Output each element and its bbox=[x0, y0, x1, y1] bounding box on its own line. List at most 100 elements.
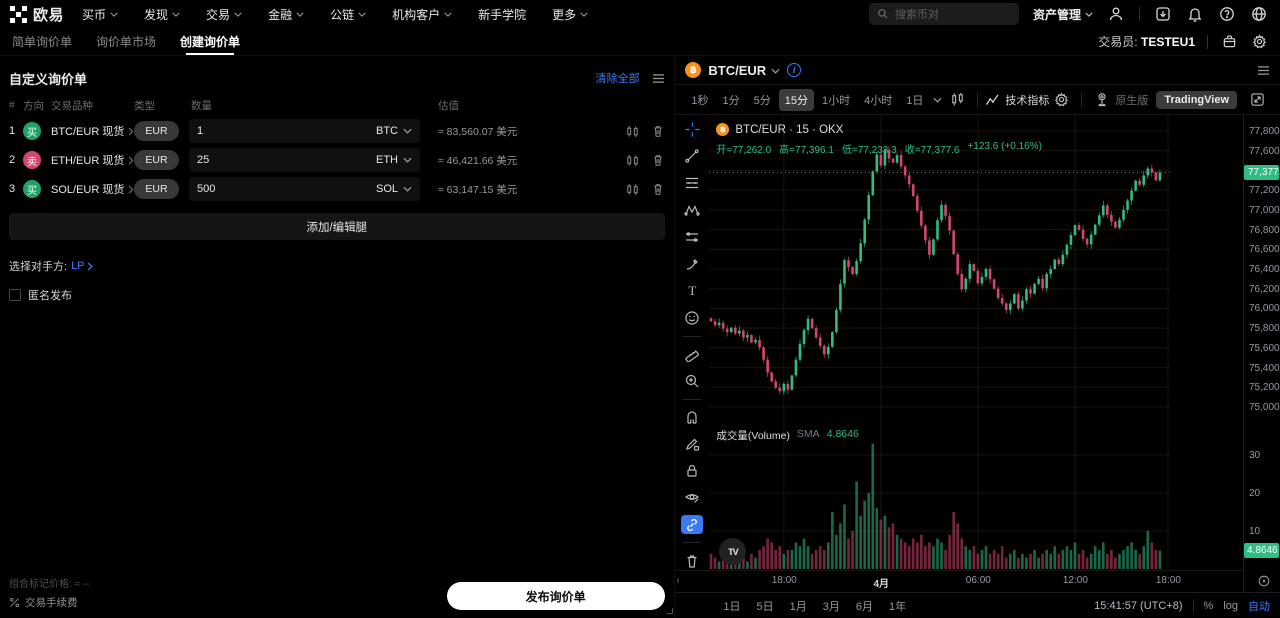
range-5日[interactable]: 5日 bbox=[756, 600, 774, 613]
currency-dropdown[interactable]: ETH bbox=[376, 154, 412, 166]
log-scale-button[interactable]: log bbox=[1223, 599, 1238, 612]
notifications-icon[interactable] bbox=[1186, 5, 1204, 23]
nav-item[interactable]: 交易 bbox=[206, 6, 242, 23]
delete-leg-icon[interactable] bbox=[651, 182, 665, 196]
fullscreen-icon[interactable] bbox=[1250, 92, 1265, 107]
nav-item[interactable]: 新手学院 bbox=[478, 7, 527, 22]
publish-rfq-button[interactable]: 发布询价单 bbox=[446, 582, 665, 610]
timeframe-1日[interactable]: 1日 bbox=[906, 94, 924, 107]
nav-item[interactable]: 发现 bbox=[144, 6, 180, 23]
pair-selector[interactable]: SOL/EUR 现货 bbox=[51, 181, 134, 197]
tab-询价单市场[interactable]: 询价单市场 bbox=[96, 35, 157, 49]
candlestick-chart[interactable] bbox=[709, 115, 1171, 570]
text-tool[interactable]: T bbox=[688, 283, 697, 299]
timeframe-1秒[interactable]: 1秒 bbox=[691, 94, 709, 107]
chart-candles-icon[interactable] bbox=[625, 124, 640, 139]
pair-selector[interactable]: ETH/EUR 现货 bbox=[51, 152, 134, 168]
snapshot-icon[interactable] bbox=[1094, 92, 1110, 107]
anonymous-checkbox[interactable] bbox=[9, 289, 21, 301]
range-3月[interactable]: 3月 bbox=[822, 600, 840, 613]
clear-all-link[interactable]: 清除全部 bbox=[595, 73, 640, 85]
remove-drawings-tool[interactable] bbox=[681, 551, 703, 570]
timeframe-1小时[interactable]: 1小时 bbox=[822, 94, 851, 107]
auto-scale-button[interactable]: 自动 bbox=[1248, 600, 1270, 613]
pattern-tool[interactable] bbox=[681, 201, 703, 220]
timeframe-1分[interactable]: 1分 bbox=[722, 94, 740, 107]
tab-简单询价单[interactable]: 简单询价单 bbox=[12, 35, 73, 49]
help-icon[interactable] bbox=[1218, 5, 1236, 23]
clock[interactable]: 15:41:57 (UTC+8) bbox=[1094, 599, 1183, 612]
zoom-in-tool[interactable] bbox=[681, 372, 703, 391]
orders-box-icon[interactable] bbox=[1220, 33, 1238, 51]
chart-menu-icon[interactable] bbox=[1257, 65, 1270, 76]
chart-settings-icon[interactable] bbox=[1054, 92, 1069, 107]
symbol-name[interactable]: BTC/EUR bbox=[708, 62, 767, 78]
panel-divider[interactable] bbox=[673, 56, 676, 618]
counterparty-link[interactable]: LP bbox=[71, 260, 93, 272]
tab-创建询价单[interactable]: 创建询价单 bbox=[180, 28, 240, 55]
nav-item[interactable]: 金融 bbox=[268, 6, 304, 23]
range-1月[interactable]: 1月 bbox=[789, 600, 807, 613]
currency-dropdown[interactable]: BTC bbox=[376, 125, 412, 137]
nav-item[interactable]: 买币 bbox=[82, 6, 118, 23]
sync-link-tool[interactable] bbox=[681, 515, 704, 535]
brush-tool[interactable] bbox=[681, 255, 703, 274]
price-axis[interactable]: 77,800.077,600.077,400.077,200.077,000.0… bbox=[1243, 115, 1280, 592]
hide-drawings-tool[interactable] bbox=[681, 488, 703, 507]
goto-realtime-icon[interactable] bbox=[1257, 574, 1271, 588]
tradingview-watermark[interactable]: TV bbox=[719, 538, 747, 565]
timeframe-more-icon[interactable] bbox=[933, 97, 942, 103]
tradingview-toggle[interactable]: TradingView bbox=[1156, 90, 1237, 109]
nav-item[interactable]: 更多 bbox=[552, 6, 588, 23]
crosshair-tool[interactable] bbox=[681, 120, 703, 139]
type-pill[interactable]: EUR bbox=[134, 150, 179, 170]
chart-candles-icon[interactable] bbox=[625, 153, 640, 168]
amount-input[interactable]: 1 BTC bbox=[189, 119, 420, 143]
time-axis[interactable]: ‹ 18:00 4月 06:00 12:00 18:00 bbox=[675, 570, 1243, 592]
nav-item[interactable]: 公链 bbox=[330, 6, 366, 23]
brand-name[interactable]: 欧易 bbox=[33, 6, 65, 24]
type-pill[interactable]: EUR bbox=[134, 179, 179, 199]
fib-retracement-tool[interactable] bbox=[681, 174, 703, 193]
download-app-icon[interactable] bbox=[1154, 5, 1172, 23]
lock-all-tool[interactable] bbox=[681, 461, 703, 480]
profile-icon[interactable] bbox=[1107, 5, 1125, 23]
trendline-tool[interactable] bbox=[681, 147, 703, 166]
panel-menu-icon[interactable] bbox=[652, 73, 665, 84]
add-edit-legs-button[interactable]: 添加/编辑腿 bbox=[9, 213, 665, 240]
type-pill[interactable]: EUR bbox=[134, 121, 179, 141]
range-1日[interactable]: 1日 bbox=[723, 600, 741, 613]
timeframe-15分[interactable]: 15分 bbox=[778, 88, 815, 111]
amount-input[interactable]: 500 SOL bbox=[189, 177, 420, 201]
fee-line[interactable]: 交易手续费 bbox=[9, 595, 90, 610]
assets-menu[interactable]: 资产管理 bbox=[1033, 6, 1093, 23]
settings-gear-icon[interactable] bbox=[1250, 33, 1268, 51]
resize-handle[interactable] bbox=[666, 608, 673, 614]
symbol-info-icon[interactable]: i bbox=[787, 63, 802, 77]
timeframe-5分[interactable]: 5分 bbox=[753, 94, 771, 107]
magnet-tool[interactable] bbox=[681, 407, 703, 426]
timeframe-4小时[interactable]: 4小时 bbox=[864, 94, 893, 107]
candle-style-icon[interactable] bbox=[950, 92, 965, 107]
indicators-button[interactable]: 技术指标 bbox=[985, 92, 1049, 108]
projection-tool[interactable] bbox=[681, 228, 703, 247]
language-globe-icon[interactable] bbox=[1250, 5, 1268, 23]
delete-leg-icon[interactable] bbox=[651, 153, 665, 167]
chart-region[interactable]: T ฿ BTC/EUR · 15 · bbox=[675, 115, 1280, 592]
okx-logo[interactable] bbox=[10, 5, 27, 23]
currency-dropdown[interactable]: SOL bbox=[376, 183, 412, 195]
search-input[interactable]: 搜索币对 bbox=[868, 3, 1019, 25]
pair-selector[interactable]: BTC/EUR 现货 bbox=[51, 123, 134, 139]
chart-candles-icon[interactable] bbox=[625, 182, 640, 197]
collapse-panel-icon[interactable]: ‹ bbox=[676, 575, 680, 586]
draw-lock-tool[interactable] bbox=[681, 434, 703, 453]
range-6月[interactable]: 6月 bbox=[855, 600, 874, 613]
measure-tool[interactable] bbox=[681, 345, 703, 364]
range-1年[interactable]: 1年 bbox=[889, 600, 907, 613]
emoji-tool[interactable] bbox=[681, 309, 703, 328]
chevron-down-icon[interactable] bbox=[771, 68, 780, 74]
percent-scale-button[interactable]: % bbox=[1203, 599, 1214, 612]
nav-item[interactable]: 机构客户 bbox=[392, 6, 452, 23]
native-version-toggle[interactable]: 原生版 bbox=[1115, 94, 1149, 107]
delete-leg-icon[interactable] bbox=[651, 124, 665, 138]
